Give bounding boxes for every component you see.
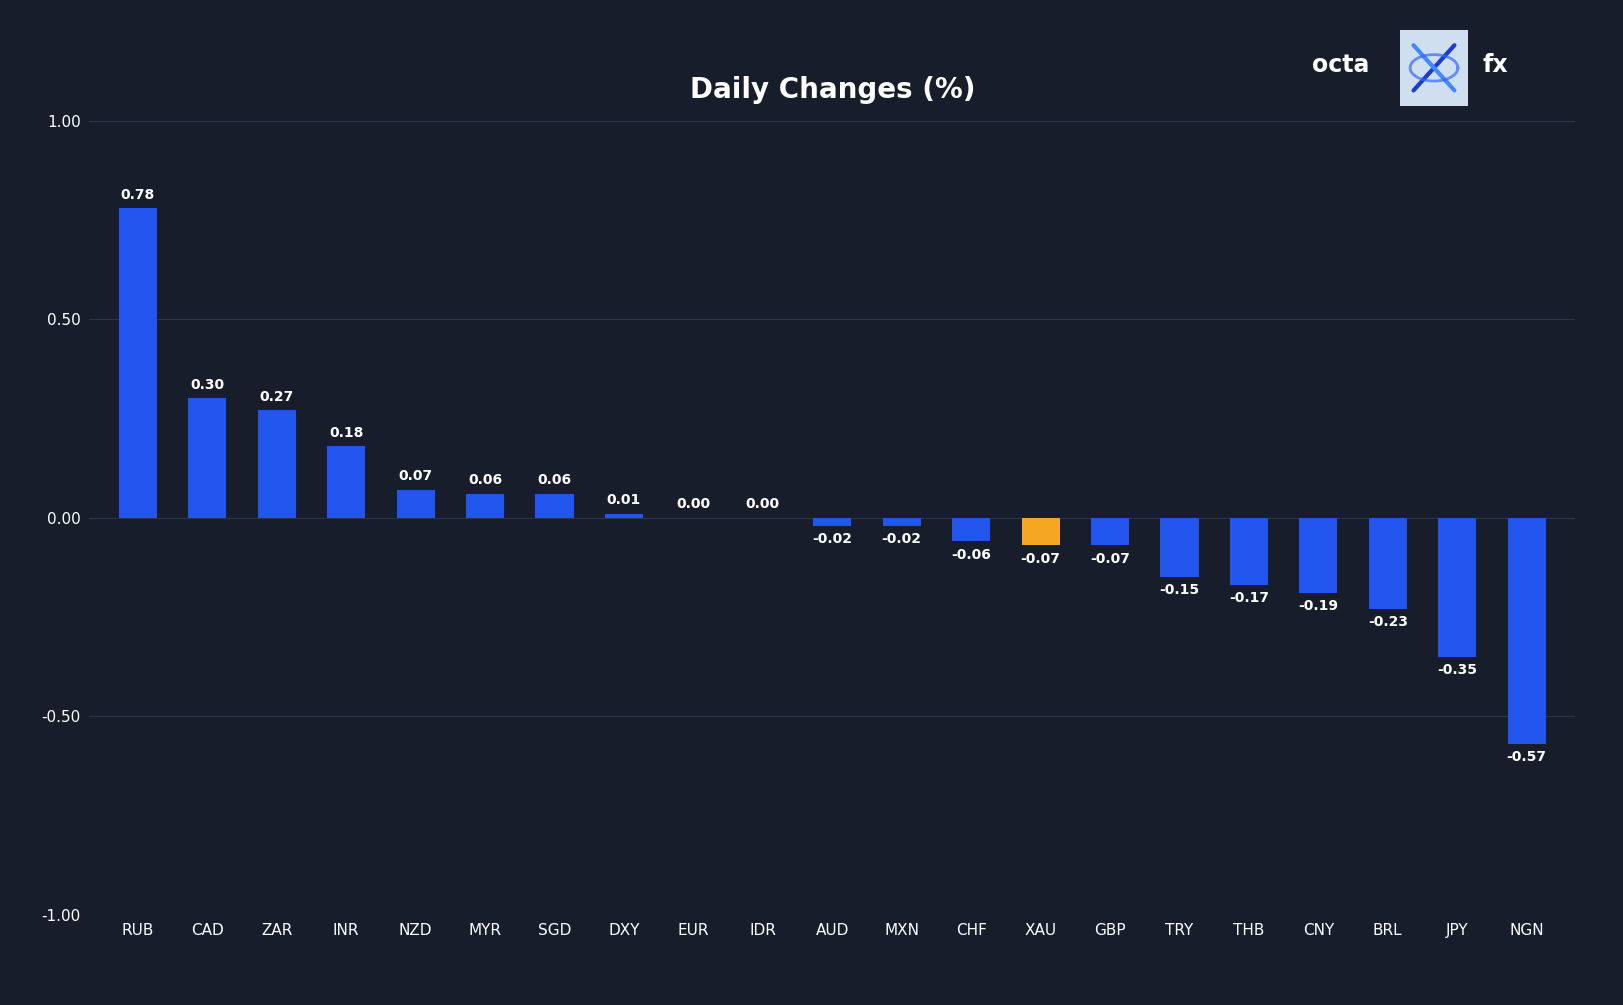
Bar <box>1438 518 1475 656</box>
Bar <box>536 493 573 518</box>
Bar <box>466 493 503 518</box>
Bar <box>1298 518 1337 593</box>
Bar <box>881 518 920 526</box>
Bar <box>396 489 435 518</box>
FancyBboxPatch shape <box>1396 26 1470 110</box>
Bar <box>326 446 365 518</box>
Text: fx: fx <box>1482 53 1508 77</box>
Bar <box>813 518 850 526</box>
Text: 0.30: 0.30 <box>190 378 224 392</box>
Bar <box>118 208 157 518</box>
Bar <box>1506 518 1545 744</box>
Text: -0.17: -0.17 <box>1229 591 1268 605</box>
Text: 0.07: 0.07 <box>398 469 432 483</box>
Text: -0.23: -0.23 <box>1367 615 1407 629</box>
Bar <box>1091 518 1128 546</box>
Text: -0.15: -0.15 <box>1159 584 1199 598</box>
Text: 0.00: 0.00 <box>745 497 779 512</box>
Text: -0.06: -0.06 <box>951 548 990 562</box>
Text: -0.57: -0.57 <box>1506 750 1545 764</box>
Text: -0.35: -0.35 <box>1436 663 1477 677</box>
Text: octa: octa <box>1311 53 1368 77</box>
Text: -0.07: -0.07 <box>1019 552 1060 566</box>
Title: Daily Changes (%): Daily Changes (%) <box>690 76 974 105</box>
Text: -0.02: -0.02 <box>812 532 852 546</box>
Bar <box>951 518 990 542</box>
Text: -0.02: -0.02 <box>881 532 922 546</box>
Bar <box>258 410 295 518</box>
Text: -0.19: -0.19 <box>1297 599 1337 613</box>
Bar <box>1160 518 1198 577</box>
Bar <box>1229 518 1268 585</box>
Text: 0.06: 0.06 <box>467 473 502 487</box>
Text: 0.27: 0.27 <box>260 390 294 404</box>
Bar <box>188 398 226 518</box>
Text: 0.06: 0.06 <box>537 473 571 487</box>
Bar <box>1368 518 1406 609</box>
Bar <box>1021 518 1060 546</box>
Bar <box>604 514 643 518</box>
Text: 0.78: 0.78 <box>120 188 154 202</box>
Text: 0.01: 0.01 <box>607 493 641 508</box>
Text: 0.18: 0.18 <box>329 426 364 440</box>
Text: 0.00: 0.00 <box>675 497 709 512</box>
Text: -0.07: -0.07 <box>1089 552 1130 566</box>
